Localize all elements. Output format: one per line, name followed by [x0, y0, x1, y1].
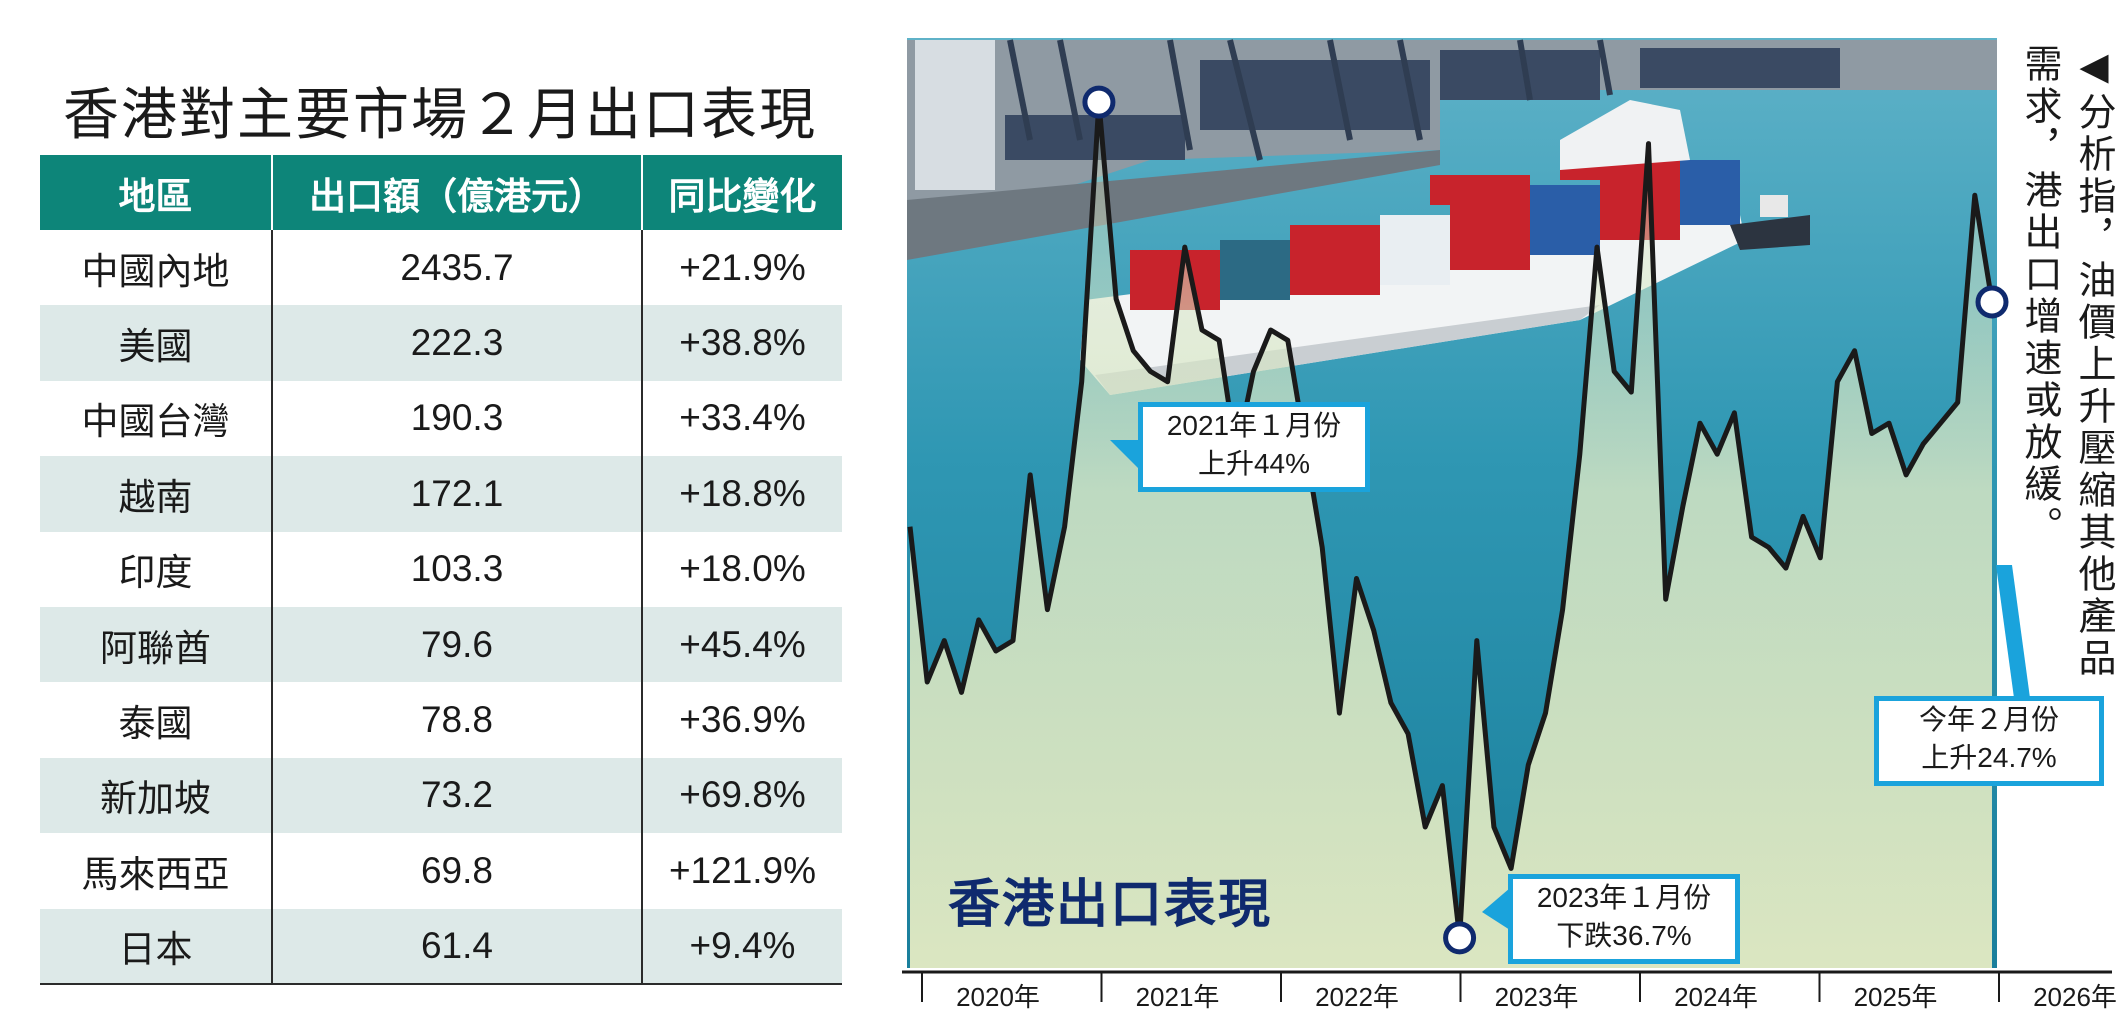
cell-value: 190.3	[271, 380, 642, 457]
cell-change: +36.9%	[641, 682, 842, 758]
table-row: 中國內地 2435.7 +21.9%	[40, 230, 842, 306]
callout-pointer	[1110, 440, 1140, 470]
cell-region: 新加坡	[40, 757, 272, 834]
photo-caption-continued: 需求，港出口增速或放緩。	[2018, 44, 2062, 548]
cell-region: 日本	[40, 908, 272, 985]
x-axis-tick-labels: 2020年 2021年 2022年 2023年 2024年 2025年 2026年	[956, 982, 2117, 1012]
line-area-fill	[910, 102, 1992, 969]
cell-value: 73.2	[271, 757, 642, 834]
cell-change: +121.9%	[641, 833, 842, 909]
cell-value: 103.3	[271, 531, 642, 607]
callout-pointer	[1996, 565, 2030, 698]
cell-change: +45.4%	[641, 606, 842, 683]
table-header-row: 地區 出口額（億港元） 同比變化	[40, 155, 842, 230]
x-tick-label: 2022年	[1315, 982, 1399, 1012]
cell-change: +21.9%	[641, 230, 842, 306]
table-row: 泰國 78.8 +36.9%	[40, 682, 842, 758]
table-row: 日本 61.4 +9.4%	[40, 908, 842, 985]
callout-peak-2021-line2: 上升44%	[1197, 448, 1311, 479]
x-tick-label: 2021年	[1136, 982, 1220, 1012]
table-title: 香港對主要市場２月出口表現	[63, 83, 817, 148]
cell-change: +38.8%	[641, 305, 842, 381]
callout-peak-2021: 2021年１月份 上升44%	[1138, 402, 1370, 492]
x-tick-label: 2023年	[1495, 982, 1579, 1012]
photo-caption: ◀分析指，油價上升壓縮其他產品	[2072, 44, 2116, 680]
highlight-markers	[1082, 85, 2009, 955]
callout-trough-2023-line1: 2023年１月份	[1536, 882, 1712, 913]
callout-latest-2026: 今年２月份 上升24.7%	[1874, 696, 2104, 786]
marker-peak	[1082, 85, 1116, 119]
table-row: 阿聯酋 79.6 +45.4%	[40, 606, 842, 683]
cell-value: 2435.7	[271, 230, 642, 306]
table-row: 中國台灣 190.3 +33.4%	[40, 380, 842, 457]
callout-peak-2021-line1: 2021年１月份	[1166, 410, 1342, 441]
cell-value: 222.3	[271, 305, 642, 381]
cell-change: +9.4%	[641, 908, 842, 985]
cell-value: 69.8	[271, 833, 642, 909]
x-tick-label: 2025年	[1854, 982, 1938, 1012]
export-table: 地區 出口額（億港元） 同比變化 中國內地 2435.7 +21.9% 美國 2…	[40, 155, 842, 985]
cell-region: 越南	[40, 456, 272, 532]
table-row: 新加坡 73.2 +69.8%	[40, 757, 842, 834]
x-tick-label: 2024年	[1674, 982, 1758, 1012]
table-row: 馬來西亞 69.8 +121.9%	[40, 833, 842, 909]
table-row: 美國 222.3 +38.8%	[40, 305, 842, 381]
header-region: 地區	[40, 155, 272, 230]
cell-value: 61.4	[271, 908, 642, 985]
export-growth-line	[907, 99, 1995, 941]
header-export-value: 出口額（億港元）	[271, 155, 642, 230]
callout-latest-2026-line2: 上升24.7%	[1921, 742, 2057, 773]
x-axis-ticks	[921, 972, 2000, 1002]
table-row: 越南 172.1 +18.8%	[40, 456, 842, 532]
callout-pointer	[1482, 888, 1510, 930]
cell-value: 172.1	[271, 456, 642, 532]
cell-value: 79.6	[271, 606, 642, 683]
header-yoy-change: 同比變化	[641, 155, 842, 230]
cell-change: +18.8%	[641, 456, 842, 532]
table-row: 印度 103.3 +18.0%	[40, 531, 842, 607]
cell-region: 中國內地	[40, 230, 272, 306]
cell-change: +33.4%	[641, 380, 842, 457]
cell-change: +18.0%	[641, 531, 842, 607]
marker-trough	[1443, 921, 1477, 955]
cell-region: 泰國	[40, 682, 272, 758]
cell-change: +69.8%	[641, 757, 842, 834]
cell-region: 美國	[40, 305, 272, 381]
cell-region: 印度	[40, 531, 272, 607]
callout-latest-2026-line1: 今年２月份	[1918, 704, 2059, 735]
x-tick-label: 2026年	[2033, 982, 2117, 1012]
chart-title: 香港出口表現	[948, 875, 1273, 935]
cell-region: 中國台灣	[40, 380, 272, 457]
cell-region: 馬來西亞	[40, 833, 272, 909]
cell-region: 阿聯酋	[40, 606, 272, 683]
callout-trough-2023-line2: 下跌36.7%	[1556, 920, 1692, 951]
x-tick-label: 2020年	[956, 982, 1040, 1012]
callout-trough-2023: 2023年１月份 下跌36.7%	[1508, 874, 1740, 964]
marker-latest	[1975, 285, 2009, 319]
cell-value: 78.8	[271, 682, 642, 758]
